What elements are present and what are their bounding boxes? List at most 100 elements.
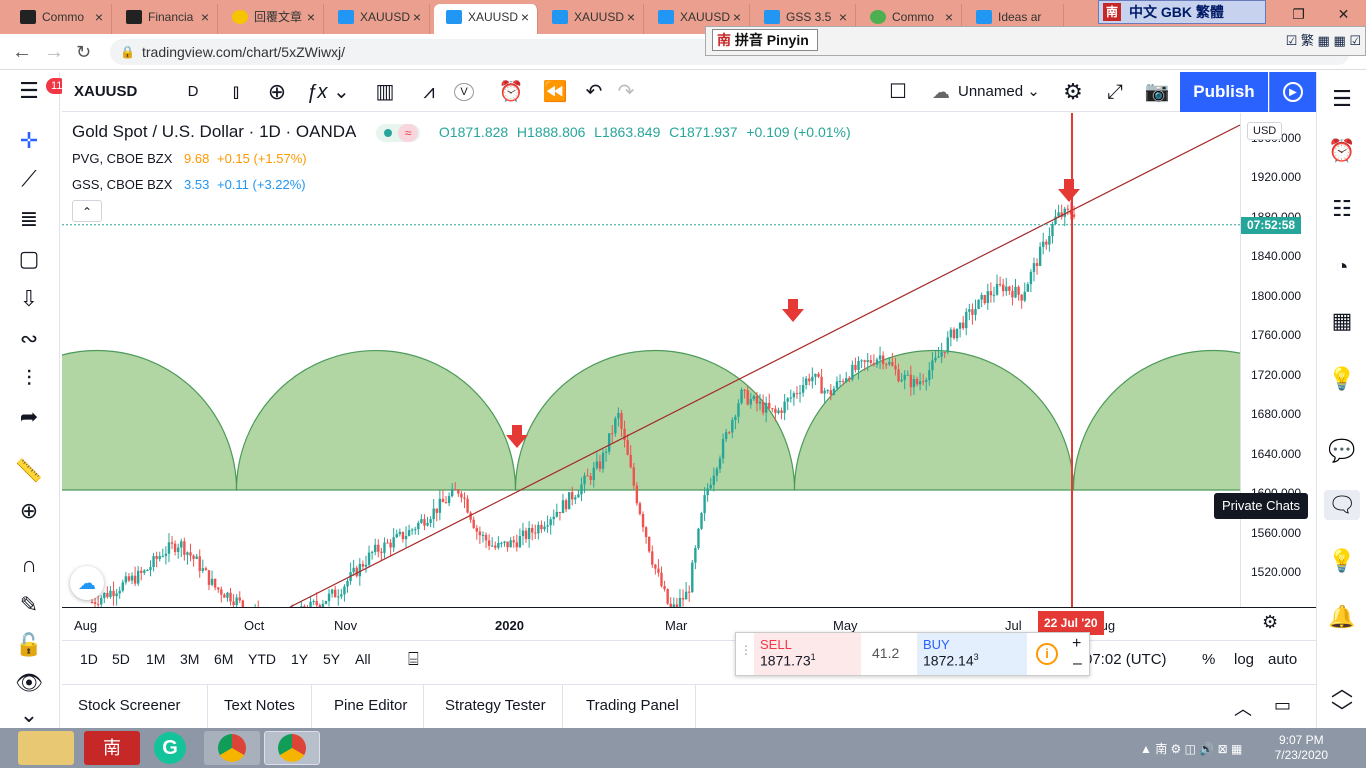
camera-icon[interactable]: 📷 xyxy=(1144,81,1170,103)
axis-settings-icon[interactable]: ⚙ xyxy=(1262,612,1279,632)
close-icon[interactable]: × xyxy=(520,9,529,25)
close-icon[interactable]: × xyxy=(626,9,635,25)
browser-tab[interactable]: Financia × xyxy=(114,4,218,34)
range-ytd[interactable]: YTD xyxy=(248,651,276,667)
undo-icon[interactable]: ↶ xyxy=(585,81,603,103)
layout-name[interactable]: Unnamed ⌄ xyxy=(958,83,1040,100)
tab-stock-screener[interactable]: Stock Screener ⌄ xyxy=(62,685,208,755)
goto-date-icon[interactable]: ⌸ xyxy=(408,649,419,669)
range-3m[interactable]: 3M xyxy=(180,651,200,667)
fullscreen-layout-icon[interactable]: ☐ xyxy=(889,81,907,103)
ime-app-icon[interactable]: 南 xyxy=(84,731,140,765)
notifications-icon[interactable]: 🔔 xyxy=(1328,604,1356,629)
candles-icon[interactable]: ⫾ xyxy=(232,81,240,103)
maximize-icon[interactable]: ❐ xyxy=(1292,6,1305,22)
sell-button[interactable]: SELL 1871.731 xyxy=(754,633,861,675)
percent-toggle[interactable]: % xyxy=(1202,651,1216,668)
close-icon[interactable]: × xyxy=(412,9,421,25)
browser-tab[interactable]: XAUUSD × xyxy=(326,4,430,34)
range-1d[interactable]: 1D xyxy=(80,651,98,667)
alarm-clock-icon[interactable]: ⏰ xyxy=(1328,138,1356,163)
fib-icon[interactable]: ≣ xyxy=(19,206,39,231)
redo-icon[interactable]: ↷ xyxy=(617,81,635,103)
browser-tab[interactable]: GSS 3.5 × xyxy=(752,4,856,34)
expand-icon[interactable]: ⤢ xyxy=(1107,81,1123,103)
trend-line-icon[interactable]: ⟋ xyxy=(21,166,37,191)
ruler-icon[interactable]: 📏 xyxy=(15,458,43,483)
chevron-down-icon[interactable]: ﹀ xyxy=(1330,700,1353,725)
close-icon[interactable]: × xyxy=(94,9,103,25)
ime-mode-box[interactable]: 南 拼音 Pinyin xyxy=(712,29,818,51)
back-icon[interactable]: ← xyxy=(12,41,32,63)
time-axis[interactable]: ⚙ Aug Oct Nov 2020 Mar May Jul Aug 22 Jul '20 xyxy=(62,607,1316,639)
symbol-search[interactable]: XAUUSD xyxy=(74,83,138,100)
chevron-up-icon[interactable]: ︿ xyxy=(1330,676,1353,701)
eye-icon[interactable]: 👁 xyxy=(15,670,43,695)
range-all[interactable]: All xyxy=(355,651,371,667)
private-chats-icon[interactable]: 🗨 xyxy=(1324,490,1360,520)
tray-icons[interactable]: ▲ 南 ⚙ ◫ 🔊 ⊠ ▦ xyxy=(1140,742,1243,756)
log-toggle[interactable]: log xyxy=(1234,651,1255,668)
compare-icon[interactable]: ⊕ xyxy=(267,79,287,104)
chrome-icon[interactable] xyxy=(204,731,260,765)
browser-tab-active[interactable]: XAUUSD × xyxy=(434,4,538,34)
tradingview-logo-icon[interactable]: ☁ xyxy=(70,566,104,600)
browser-tab[interactable]: XAUUSD × xyxy=(540,4,644,34)
chat-icon[interactable]: 💬 xyxy=(1328,438,1356,463)
streams-icon[interactable]: 💡 xyxy=(1328,548,1356,573)
range-5y[interactable]: 5Y xyxy=(323,651,341,667)
pencil-lock-icon[interactable]: ✎ xyxy=(19,592,39,617)
calendar-icon[interactable]: ▦ xyxy=(1331,308,1353,333)
tab-strategy-tester[interactable]: Strategy Tester xyxy=(429,685,563,729)
indicators-icon[interactable]: ƒx ⌄ xyxy=(306,81,350,103)
arrow-shape-icon[interactable]: ➦ xyxy=(19,404,39,429)
gear-icon[interactable]: ⚙ xyxy=(1063,79,1083,104)
play-icon[interactable]: ▶ xyxy=(1269,72,1316,112)
currency-label[interactable]: USD xyxy=(1247,122,1283,140)
publish-button[interactable]: Publish xyxy=(1180,72,1268,112)
tab-text-notes[interactable]: Text Notes xyxy=(208,685,312,729)
close-icon[interactable]: × xyxy=(200,9,209,25)
browser-tab[interactable]: Commo × xyxy=(858,4,962,34)
grammarly-icon[interactable]: G xyxy=(146,731,194,765)
price-axis[interactable]: USD 1960.0001920.0001880.0001840.0001800… xyxy=(1240,113,1316,607)
browser-tab[interactable]: 回覆文章 × xyxy=(220,4,324,34)
reload-icon[interactable]: ↻ xyxy=(76,42,92,62)
arrow-down-icon[interactable]: ⇩ xyxy=(19,286,39,311)
pvg-legend[interactable]: PVG, CBOE BZX 9.68 +0.15 (+1.57%) xyxy=(72,151,307,166)
chevron-up-icon[interactable]: ︿ xyxy=(1234,699,1252,719)
browser-tab[interactable]: Commo × xyxy=(8,4,112,34)
close-icon[interactable]: × xyxy=(732,9,741,25)
chart-canvas[interactable] xyxy=(62,113,1240,607)
clock[interactable]: 9:07 PM 7/23/2020 xyxy=(1274,733,1328,762)
range-5d[interactable]: 5D xyxy=(112,651,130,667)
chevron-down-icon[interactable]: ⌄ xyxy=(19,702,39,727)
range-1y[interactable]: 1Y xyxy=(291,651,309,667)
range-1m[interactable]: 1M xyxy=(146,651,166,667)
browser-tab[interactable]: XAUUSD × xyxy=(646,4,750,34)
range-6m[interactable]: 6M xyxy=(214,651,234,667)
pattern-icon[interactable]: ∾ xyxy=(19,326,39,351)
auto-toggle[interactable]: auto xyxy=(1268,651,1298,668)
gss-legend[interactable]: GSS, CBOE BZX 3.53 +0.11 (+3.22%) xyxy=(72,177,306,192)
collapse-legend-icon[interactable]: ⌃ xyxy=(72,200,102,222)
indicator-templates[interactable]: V xyxy=(454,83,474,101)
close-icon[interactable]: × xyxy=(944,9,953,25)
plus-icon[interactable]: + xyxy=(1072,635,1082,652)
zoom-in-icon[interactable]: ⊕ xyxy=(19,498,39,523)
tab-trading-panel[interactable]: Trading Panel xyxy=(570,685,696,729)
forward-icon[interactable]: → xyxy=(44,41,64,63)
ideas-icon[interactable]: 💡 xyxy=(1328,366,1356,391)
replay-icon[interactable]: ⏪ xyxy=(542,81,568,103)
templates-icon[interactable]: ⩘ xyxy=(423,81,435,103)
menu-icon[interactable]: ☰ 11 xyxy=(14,76,68,106)
minus-icon[interactable]: – xyxy=(1073,655,1082,672)
browser-tab[interactable]: Ideas ar xyxy=(964,4,1064,34)
clock-time[interactable]: 07:02 (UTC) xyxy=(1084,651,1167,668)
info-icon[interactable]: i xyxy=(1036,643,1058,665)
file-explorer-icon[interactable] xyxy=(18,731,74,765)
close-window-icon[interactable]: ✕ xyxy=(1337,6,1350,22)
watchlist-icon[interactable]: ☰ xyxy=(1332,86,1352,111)
hotlist-icon[interactable]: ◔ xyxy=(1335,254,1349,279)
rectangle-icon[interactable]: ▢ xyxy=(18,246,40,271)
